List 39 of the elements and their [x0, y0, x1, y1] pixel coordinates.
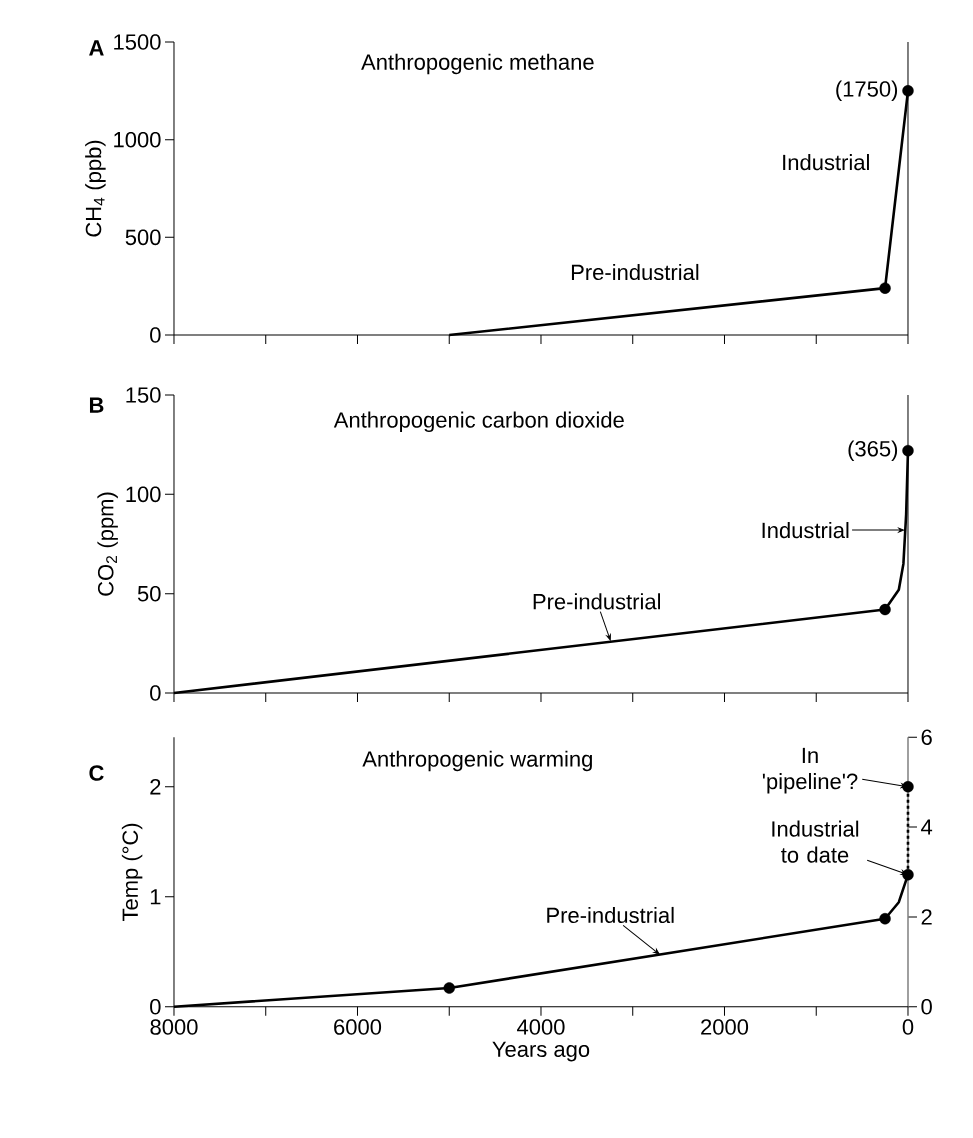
annotation: Pre-industrial [571, 263, 699, 281]
y-tick-label: 100 [126, 486, 161, 503]
y-tick-label: 0 [150, 685, 161, 701]
text: C [89, 765, 104, 781]
y-axis-title: CH$_{4}$ (ppb) [85, 140, 106, 237]
y-axis-title: CO$_{2}$ (ppm) [97, 492, 118, 596]
x-tick-label: 8000 [150, 1019, 198, 1035]
y-tick-label: 1500 [114, 34, 161, 50]
y-tick-label: 1000 [114, 131, 161, 148]
y-tick-label: 2 [150, 779, 161, 795]
text: Anthropogenic carbon dioxide [333, 411, 624, 433]
y-tick-label: 0 [150, 327, 161, 343]
x-tick-label: 6000 [334, 1019, 382, 1035]
annotation: Industrial [783, 154, 869, 171]
chart-title: A [89, 40, 104, 56]
annotation: Industrial to date [772, 820, 859, 863]
y-tick-label: 500 [125, 229, 161, 246]
y-tick-label: 50 [137, 585, 161, 602]
annotation: (365) [848, 440, 898, 461]
y2-tick-label: 2 [921, 909, 932, 925]
y-tick-label: 150 [126, 387, 161, 403]
annotation: Pre-industrial [533, 593, 661, 610]
x-tick-label: 0 [902, 1019, 914, 1035]
y2-tick-label: 4 [921, 819, 933, 835]
y2-tick-label: 0 [921, 998, 932, 1015]
y-axis-title: Temp (°C) [121, 823, 143, 922]
y2-tick-label: 6 [921, 729, 932, 746]
x-axis-title: Years ago [492, 1041, 590, 1062]
annotation: Pre-industrial [547, 906, 674, 924]
y-tick-label: 0 [150, 998, 161, 1015]
x-tick-label: 4000 [517, 1019, 565, 1035]
annotation: (1750) [836, 80, 898, 102]
y-tick-label: 1 [150, 889, 161, 905]
text: Anthropogenic warming [362, 750, 592, 772]
chart-title: B [89, 397, 104, 413]
annotation: In 'pipeline'? [762, 747, 858, 794]
chart-subtitle: Anthropogenic methane [361, 53, 594, 75]
annotation: Industrial [762, 522, 849, 539]
x-tick-label: 2000 [701, 1019, 749, 1035]
